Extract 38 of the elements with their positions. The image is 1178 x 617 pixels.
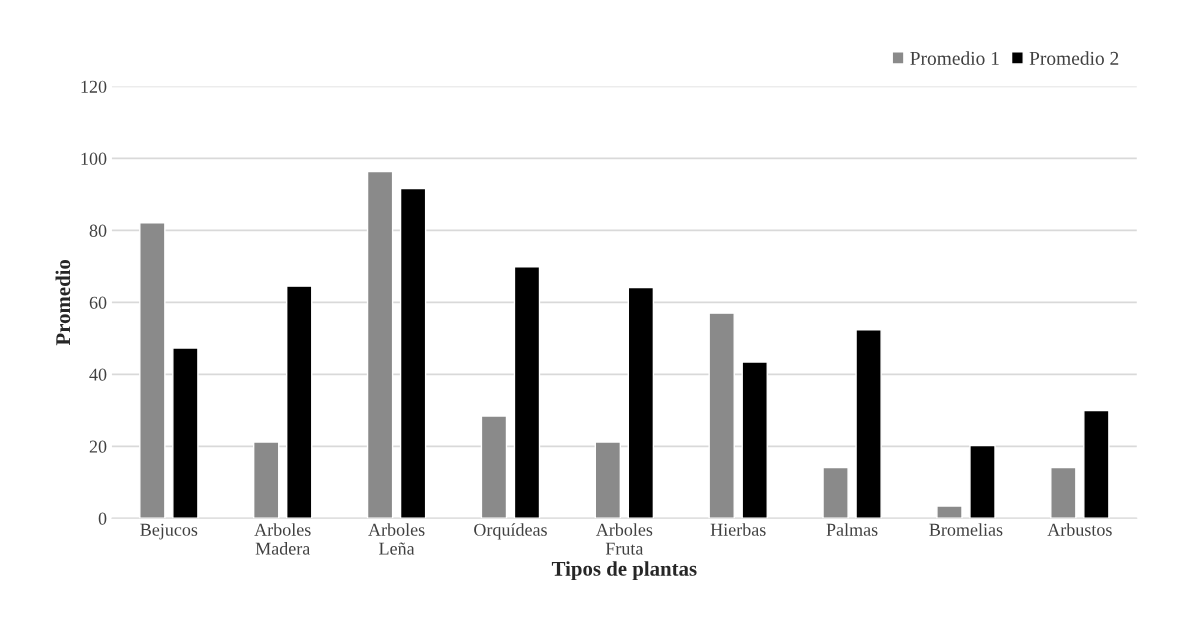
y-tick-label: 20 [89, 440, 107, 453]
legend-label: Promedio 1 [910, 51, 999, 65]
bar [822, 466, 849, 519]
bar [741, 361, 768, 519]
x-tick-label: Hierbas [710, 523, 766, 536]
bar [594, 441, 622, 519]
y-axis-title: Promedio [55, 259, 71, 346]
y-tick-label: 120 [81, 80, 107, 93]
y-tick-label: 60 [89, 296, 107, 309]
x-tick-label: Bejucos [140, 523, 198, 540]
x-axis-title: Tipos de plantas [551, 561, 697, 581]
bar [855, 328, 882, 519]
legend-label: Promedio 2 [1029, 51, 1119, 65]
bar [286, 285, 313, 519]
bar [399, 187, 427, 519]
y-tick-label: 80 [89, 224, 107, 237]
x-tick-label: Orquídeas [474, 523, 547, 540]
bar [1050, 466, 1077, 519]
bar [627, 286, 655, 519]
y-tick-label: 100 [81, 152, 107, 165]
bar [139, 222, 166, 519]
y-tick-label: 40 [89, 368, 107, 381]
bar [480, 415, 508, 519]
bar [1083, 409, 1110, 519]
bar [252, 441, 280, 519]
x-tick-label: Palmas [826, 523, 878, 536]
bar [969, 444, 996, 519]
bar [936, 505, 963, 519]
x-tick-label: Bromelias [929, 523, 1003, 536]
x-tick-label: Arboles Leña [368, 523, 425, 555]
x-tick-label: Arboles Fruta [595, 523, 653, 555]
bar [172, 347, 199, 519]
x-tick-label: Arboles Madera [254, 523, 311, 555]
y-tick-label: 0 [98, 512, 107, 525]
bar [513, 266, 541, 519]
x-tick-label: Arbustos [1047, 523, 1112, 536]
bar [708, 312, 735, 519]
bar [366, 170, 394, 519]
